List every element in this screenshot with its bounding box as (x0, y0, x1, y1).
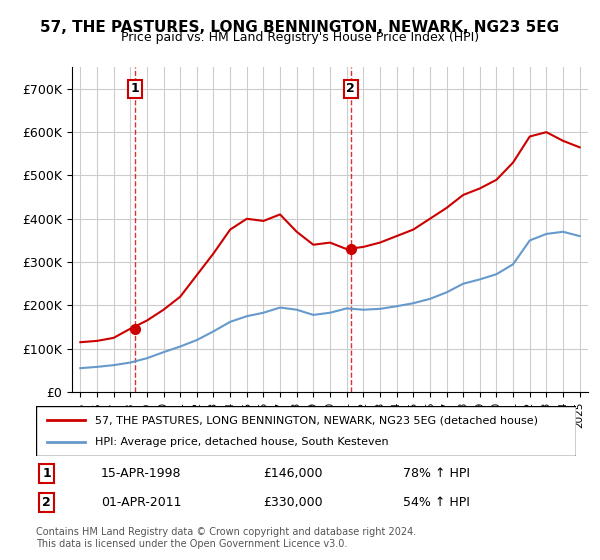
Text: 1: 1 (43, 467, 51, 480)
FancyBboxPatch shape (36, 406, 576, 456)
Text: £146,000: £146,000 (263, 467, 322, 480)
Text: Contains HM Land Registry data © Crown copyright and database right 2024.
This d: Contains HM Land Registry data © Crown c… (36, 527, 416, 549)
Text: Price paid vs. HM Land Registry's House Price Index (HPI): Price paid vs. HM Land Registry's House … (121, 31, 479, 44)
Text: 1: 1 (131, 82, 139, 95)
Text: 2: 2 (43, 496, 51, 509)
Text: 57, THE PASTURES, LONG BENNINGTON, NEWARK, NG23 5EG (detached house): 57, THE PASTURES, LONG BENNINGTON, NEWAR… (95, 415, 538, 425)
Text: 2: 2 (346, 82, 355, 95)
Text: 54% ↑ HPI: 54% ↑ HPI (403, 496, 470, 509)
Text: 78% ↑ HPI: 78% ↑ HPI (403, 467, 470, 480)
Text: HPI: Average price, detached house, South Kesteven: HPI: Average price, detached house, Sout… (95, 437, 389, 447)
Text: 57, THE PASTURES, LONG BENNINGTON, NEWARK, NG23 5EG: 57, THE PASTURES, LONG BENNINGTON, NEWAR… (40, 20, 560, 35)
Text: 15-APR-1998: 15-APR-1998 (101, 467, 181, 480)
Text: 01-APR-2011: 01-APR-2011 (101, 496, 181, 509)
Text: £330,000: £330,000 (263, 496, 322, 509)
